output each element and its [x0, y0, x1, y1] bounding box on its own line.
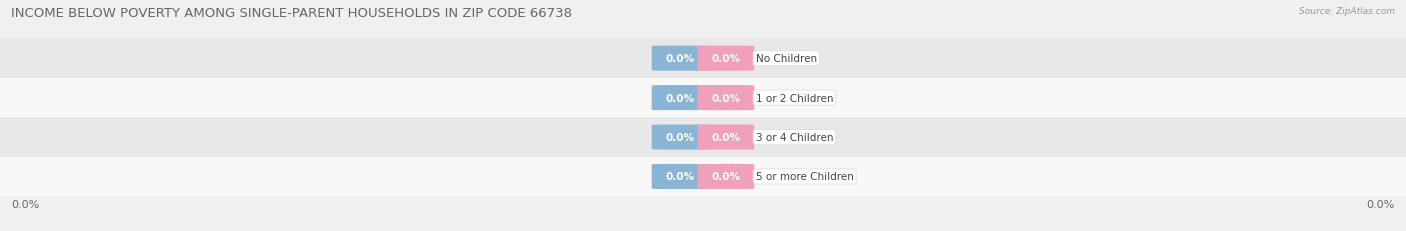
Text: 0.0%: 0.0%	[1367, 199, 1395, 209]
Text: 0.0%: 0.0%	[711, 172, 741, 182]
Text: 0.0%: 0.0%	[11, 199, 39, 209]
Bar	[0, 118, 1406, 157]
Text: INCOME BELOW POVERTY AMONG SINGLE-PARENT HOUSEHOLDS IN ZIP CODE 66738: INCOME BELOW POVERTY AMONG SINGLE-PARENT…	[11, 7, 572, 20]
Text: 0.0%: 0.0%	[665, 172, 695, 182]
FancyBboxPatch shape	[697, 86, 754, 111]
Text: 3 or 4 Children: 3 or 4 Children	[756, 132, 834, 143]
FancyBboxPatch shape	[697, 125, 754, 150]
Bar	[0, 79, 1406, 118]
Text: No Children: No Children	[756, 54, 817, 64]
Bar	[0, 39, 1406, 79]
Text: 0.0%: 0.0%	[665, 132, 695, 143]
Text: 0.0%: 0.0%	[665, 54, 695, 64]
FancyBboxPatch shape	[652, 86, 709, 111]
Text: 5 or more Children: 5 or more Children	[756, 172, 853, 182]
Bar	[0, 157, 1406, 196]
Text: 0.0%: 0.0%	[711, 132, 741, 143]
Text: 0.0%: 0.0%	[711, 54, 741, 64]
FancyBboxPatch shape	[652, 46, 709, 71]
Text: 1 or 2 Children: 1 or 2 Children	[756, 93, 834, 103]
FancyBboxPatch shape	[652, 164, 709, 189]
FancyBboxPatch shape	[652, 125, 709, 150]
FancyBboxPatch shape	[697, 164, 754, 189]
Text: 0.0%: 0.0%	[711, 93, 741, 103]
Text: Source: ZipAtlas.com: Source: ZipAtlas.com	[1299, 7, 1395, 16]
FancyBboxPatch shape	[697, 46, 754, 71]
Text: 0.0%: 0.0%	[665, 93, 695, 103]
